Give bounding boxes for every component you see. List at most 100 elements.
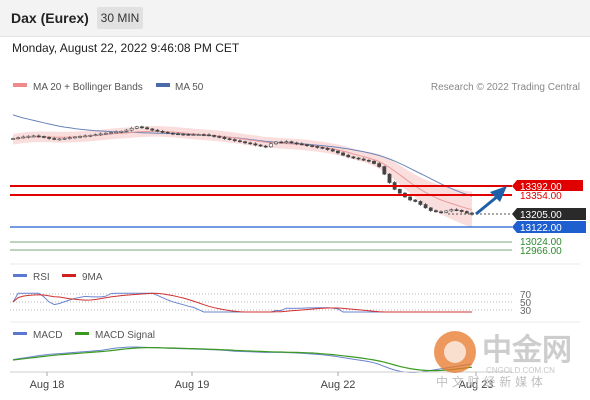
- candle: [372, 160, 376, 164]
- instrument-title: Dax (Eurex): [11, 10, 89, 26]
- candle: [413, 199, 418, 202]
- ma20-legend-label: MA 20 + Bollinger Bands: [33, 82, 143, 93]
- candle: [62, 138, 67, 140]
- candle: [238, 140, 242, 143]
- watermark-domain: CNGOLD.COM.CN: [486, 366, 555, 375]
- candle: [294, 142, 299, 145]
- candle: [181, 133, 186, 136]
- candle: [423, 204, 428, 209]
- watermark-tagline: 中 文 财 经 新 媒 体: [436, 374, 543, 389]
- candle: [145, 127, 149, 130]
- candle: [433, 210, 438, 213]
- level-label-bg-1: [512, 180, 583, 192]
- rsi-tick-30: 30: [520, 306, 532, 317]
- rsi-ma-line: [12, 292, 472, 313]
- trend-arrow-shaft: [475, 194, 499, 216]
- header-bar: Dax (Eurex) 30 MIN: [0, 0, 590, 37]
- candle: [227, 138, 232, 140]
- candle: [222, 137, 227, 139]
- candle: [196, 134, 201, 136]
- candle: [176, 133, 180, 136]
- candle: [26, 135, 31, 138]
- candle: [444, 210, 449, 213]
- candle: [346, 154, 351, 158]
- ma50-legend-swatch: [156, 83, 170, 87]
- candle: [268, 143, 273, 148]
- candle: [165, 131, 170, 134]
- candle: [263, 145, 268, 148]
- candle: [397, 189, 402, 194]
- candle: [253, 143, 258, 146]
- candle: [315, 146, 320, 148]
- candle: [21, 136, 26, 139]
- candle: [454, 209, 459, 211]
- level-label-12966: 12966.00: [520, 246, 562, 257]
- x-tick-label-2: Aug 19: [175, 379, 210, 391]
- chart-datetime: Monday, August 22, 2022 9:46:08 PM CET: [12, 41, 240, 55]
- candle: [31, 135, 36, 138]
- candle: [387, 173, 392, 183]
- candle: [78, 136, 82, 138]
- ma50-legend-label: MA 50: [175, 82, 204, 93]
- candle: [366, 159, 371, 162]
- macd-line: [12, 346, 473, 373]
- level-label-13354: 13354.00: [520, 191, 562, 202]
- candle: [201, 134, 206, 136]
- rsi-tick-70: 70: [520, 290, 532, 301]
- copyright-text: Research © 2022 Trading Central: [431, 82, 580, 93]
- rsi-line: [12, 292, 472, 313]
- x-tick-label-4: Aug 23: [459, 379, 494, 391]
- candle: [83, 135, 88, 138]
- candle: [361, 158, 366, 161]
- candle: [248, 142, 253, 145]
- trend-arrow-head: [490, 186, 507, 202]
- macd-legend-swatch: [13, 332, 27, 335]
- candle: [52, 138, 57, 140]
- candle: [305, 144, 309, 146]
- candle: [377, 163, 382, 167]
- candle: [449, 209, 454, 212]
- macd-panel: MACD MACD Signal: [10, 321, 580, 373]
- candle: [67, 137, 72, 140]
- candle: [258, 144, 263, 147]
- candle: [191, 134, 196, 136]
- ma20-legend-swatch: [13, 83, 27, 87]
- watermark-logo-inner: [444, 341, 466, 363]
- macd-signal-line: [12, 347, 473, 372]
- macd-signal-legend-swatch: [75, 332, 89, 335]
- level-label-13392: 13392.00: [520, 182, 562, 193]
- timeframe-button[interactable]: 30 MIN: [97, 7, 143, 29]
- candle: [382, 166, 387, 175]
- candle: [243, 141, 247, 144]
- candle: [336, 150, 340, 154]
- candle: [72, 136, 77, 139]
- candle: [160, 131, 165, 133]
- candle: [428, 207, 433, 211]
- candle: [57, 138, 62, 141]
- candle: [129, 127, 134, 131]
- candle: [310, 145, 315, 147]
- candle: [150, 128, 155, 131]
- candles-group: [11, 125, 474, 216]
- level-label-13024: 13024.00: [520, 237, 562, 248]
- candle: [207, 134, 211, 137]
- candle: [36, 135, 41, 138]
- candle: [170, 132, 175, 135]
- x-axis: Aug 18 Aug 19 Aug 22 Aug 23: [10, 371, 512, 391]
- candle: [47, 137, 52, 139]
- rsi-panel: RSI 9MA 70 50 30: [10, 263, 580, 317]
- candle: [341, 152, 345, 156]
- price-panel: 13392.00 13354.00 13205.00 13122.00 1302…: [10, 114, 586, 257]
- candle: [330, 149, 335, 152]
- candle: [186, 134, 191, 136]
- rsi-ma-legend-swatch: [62, 274, 76, 277]
- candle: [325, 148, 330, 150]
- candle: [124, 129, 129, 132]
- candle: [98, 133, 103, 136]
- candle: [134, 126, 139, 129]
- candle: [155, 129, 160, 132]
- rsi-tick-50: 50: [520, 298, 532, 309]
- watermark: 中金网 CNGOLD.COM.CN 中 文 财 经 新 媒 体: [434, 331, 572, 389]
